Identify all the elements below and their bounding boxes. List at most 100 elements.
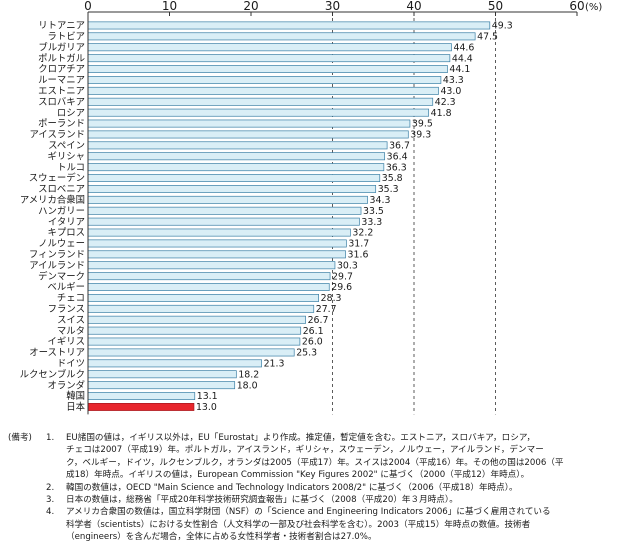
bar (87, 381, 236, 390)
category-label: アイスランド (30, 130, 86, 141)
note-line: 2. 韓国の数値は，OECD "Main Science and Technolo… (0, 482, 632, 494)
value-label: 26.7 (308, 315, 329, 326)
category-label: マルタ (57, 326, 85, 337)
value-label: 33.5 (363, 206, 384, 217)
category-label: スウェーデン (29, 172, 85, 184)
category-label: ノルウェー (38, 239, 85, 250)
bar (87, 348, 295, 357)
value-label: 44.6 (453, 42, 474, 53)
bar (87, 315, 306, 324)
category-label: キプロス (47, 228, 85, 239)
bar (87, 86, 439, 95)
value-label: 13.0 (196, 402, 217, 413)
value-label: 26.1 (303, 326, 324, 337)
bar (87, 217, 360, 226)
bar (87, 228, 351, 237)
note-line: チェコは2007（平成19）年。ポルトガル，アイスランド，ギリシャ，スウェーデン… (0, 444, 632, 456)
category-label: フランス (48, 304, 85, 315)
category-label: ルーマニア (38, 75, 85, 86)
category-label: ラトビア (47, 31, 85, 42)
category-label: 日本 (66, 401, 85, 413)
value-label: 49.3 (492, 21, 513, 32)
value-label: 30.3 (337, 260, 358, 271)
x-tick-label: 20 (243, 0, 258, 13)
bar (87, 294, 319, 302)
bar (87, 261, 336, 270)
note-line: 4. アメリカ合衆国の数値は，国立科学財団（NSF）の「Science and E… (0, 506, 632, 518)
bars (87, 21, 491, 411)
category-label: ギリシャ (47, 151, 85, 162)
note-line: 3. 日本の数値は，総務省「平成20年科学技術研究調査報告」に基づく（2008（平… (0, 494, 632, 506)
bar (87, 130, 409, 139)
bar (87, 403, 195, 411)
category-label: ベルギー (47, 282, 85, 293)
value-label: 36.3 (386, 162, 407, 173)
value-label: 39.5 (412, 119, 433, 130)
category-label: チェコ (57, 293, 85, 304)
value-label: 35.8 (382, 173, 403, 184)
category-label: ポーランド (38, 119, 85, 130)
bar (87, 359, 262, 368)
category-label: トルコ (57, 162, 85, 173)
note-text: アメリカ合衆国の数値は，国立科学財団（NSF）の「Science and Eng… (66, 507, 551, 518)
category-label: ポルトガル (38, 53, 85, 64)
x-tick-label: 60 (569, 0, 584, 13)
value-label: 31.7 (348, 239, 369, 250)
value-label: 41.8 (431, 108, 452, 119)
value-label: 27.7 (316, 304, 337, 315)
x-tick-label: 40 (406, 0, 421, 13)
category-label: 韓国 (66, 391, 85, 402)
category-label: リトアニア (38, 21, 85, 32)
value-label: 29.6 (331, 282, 352, 293)
note-line: 成18）年時点。イギリスの値は，European Commission "Key… (0, 469, 632, 481)
note-text: チェコは2007（平成19）年。ポルトガル，アイスランド，ギリシャ，スウェーデン… (66, 445, 544, 456)
category-label: ブルガリア (38, 41, 85, 53)
value-label: 43.3 (443, 75, 464, 86)
bar (87, 206, 362, 215)
category-label: ルクセンブルク (20, 368, 85, 380)
value-label: 44.1 (449, 64, 470, 75)
category-label: イギリス (47, 337, 85, 348)
bar (87, 195, 368, 204)
note-line: ク，ベルギー，ドイツ，ルクセンブルク，オランダは2005（平成17）年。スイスは… (0, 457, 632, 469)
category-label: ロシア (57, 108, 85, 119)
bar (87, 163, 385, 172)
value-label: 47.5 (477, 31, 498, 42)
bar (87, 21, 491, 30)
bar (87, 32, 476, 41)
bar (87, 250, 346, 259)
category-label: クロアチア (38, 64, 85, 75)
x-tick-label: 0 (84, 0, 92, 13)
bar (87, 54, 451, 63)
bar (87, 185, 377, 193)
category-label: スロベニア (38, 184, 85, 195)
x-tick-label: 10 (162, 0, 177, 13)
bar (87, 239, 347, 248)
category-label: アメリカ合衆国 (20, 194, 85, 206)
value-label: 28.3 (321, 293, 342, 304)
value-label: 33.3 (361, 217, 382, 228)
value-label: 32.2 (352, 228, 373, 239)
value-label: 39.3 (410, 130, 431, 141)
bar (87, 370, 237, 379)
bar (87, 141, 388, 150)
x-tick-label: 50 (488, 0, 503, 13)
note-line: （engineers）を含んだ場合，全体に占める女性科学者・技術者割合は27.0… (0, 531, 632, 543)
value-label: 18.2 (238, 369, 259, 380)
value-label: 44.4 (452, 53, 473, 64)
value-label: 36.7 (389, 140, 410, 151)
value-label: 42.3 (435, 97, 456, 108)
note-text: EU諸国の値は，イギリス以外は，EU「Eurostat」より作成。推定値，暫定値… (66, 433, 536, 443)
value-label: 34.3 (370, 195, 391, 206)
note-text: 日本の数値は，総務省「平成20年科学技術研究調査報告」に基づく（2008（平成2… (66, 494, 458, 505)
category-label: スイス (57, 315, 85, 326)
category-label: アイルランド (29, 260, 85, 271)
bar (87, 272, 331, 281)
value-label: 35.3 (378, 184, 399, 195)
bar (87, 326, 302, 335)
bar (87, 119, 411, 128)
category-label: ドイツ (57, 358, 85, 369)
bar (87, 304, 315, 313)
bar (87, 152, 386, 161)
value-label: 29.7 (332, 271, 353, 282)
